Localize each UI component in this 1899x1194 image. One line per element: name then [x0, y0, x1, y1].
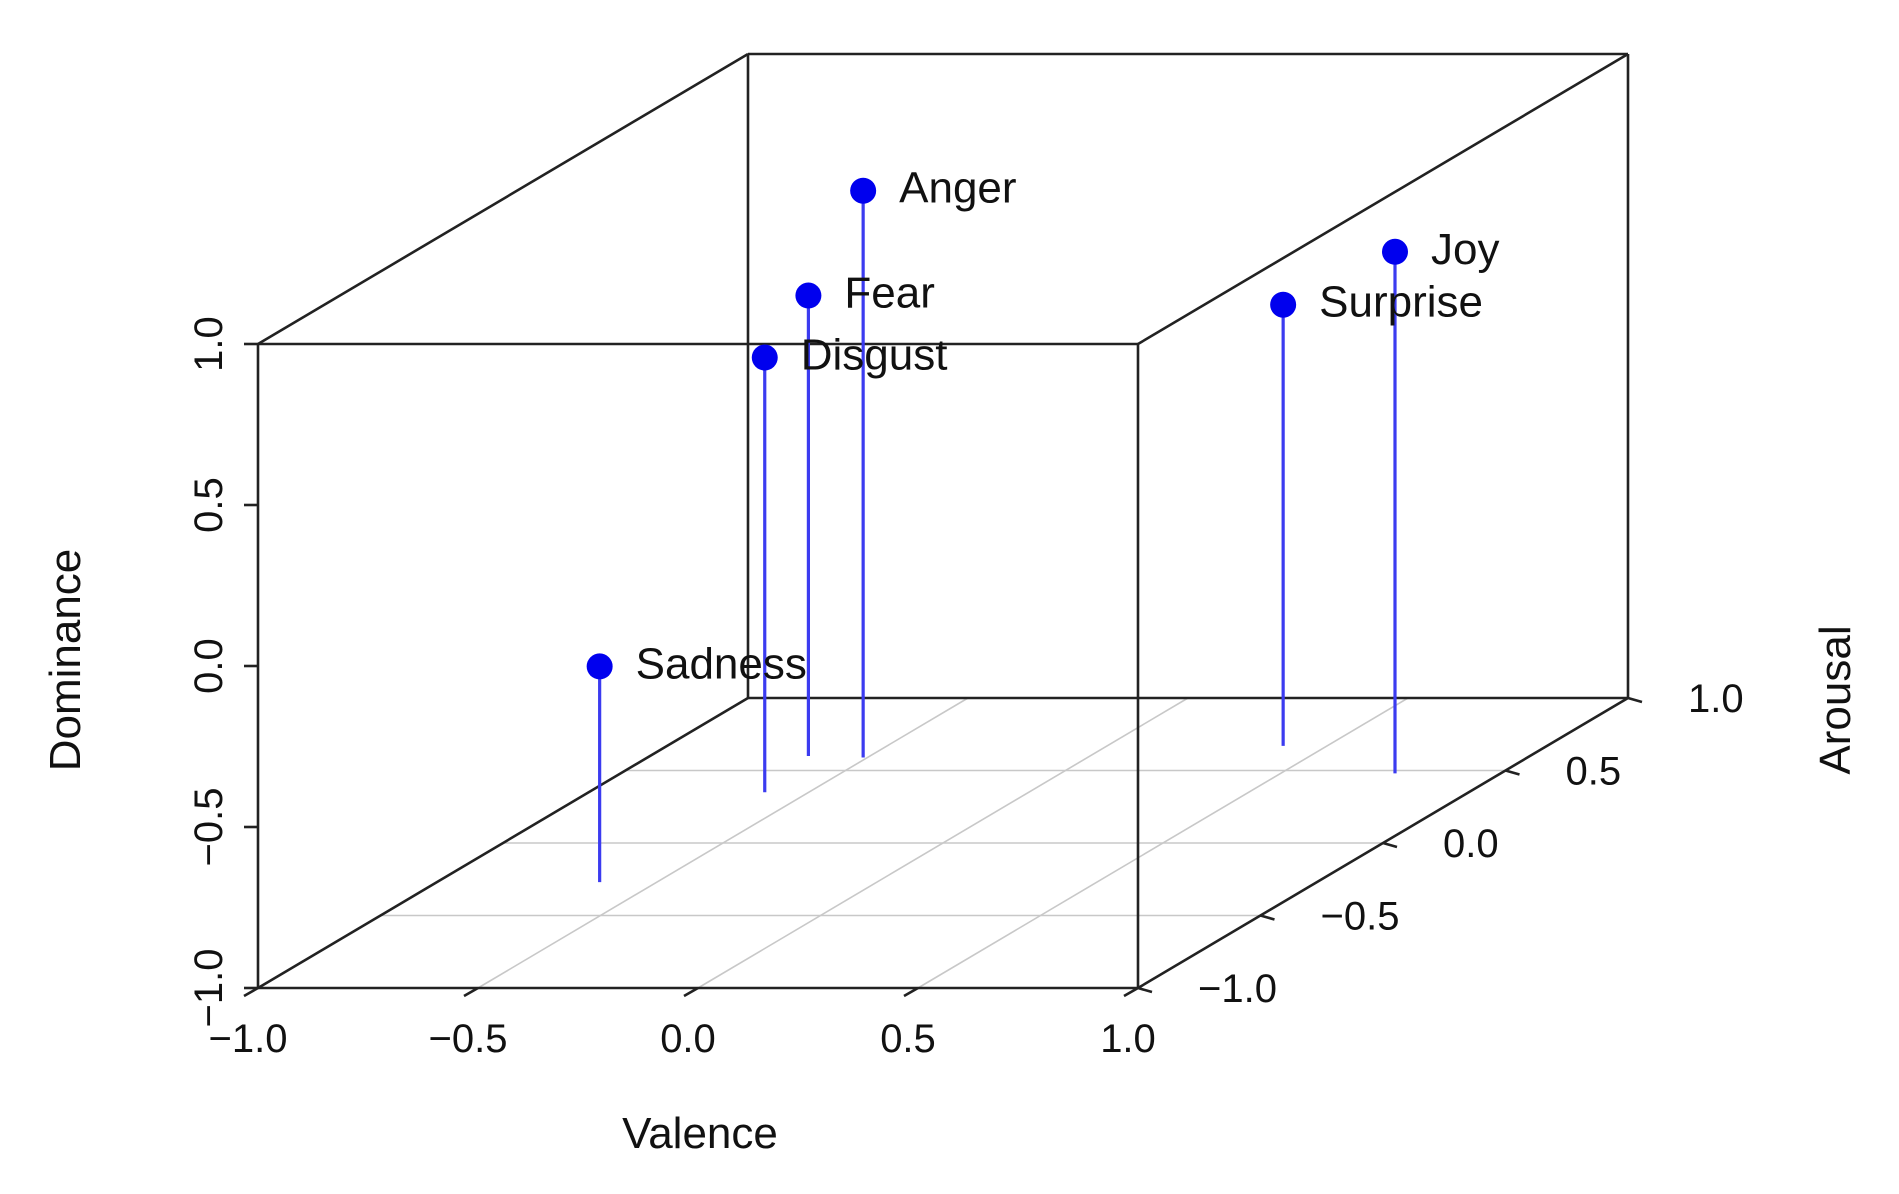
- point-label-surprise: Surprise: [1319, 278, 1483, 327]
- y-axis-title: Arousal: [1811, 625, 1860, 774]
- point-sadness: [586, 653, 613, 680]
- x-tick-label-1: −0.5: [429, 1017, 508, 1061]
- y-tick-label-1: −0.5: [1321, 895, 1400, 939]
- x-tick-mark-3: [903, 986, 919, 998]
- axis-ticks: −1.0 −0.5 0.0 0.5 1.0 −1.0 −0.5 0.0 0.5 1.0 −1.0 −0…: [187, 316, 1744, 1061]
- point-label-disgust: Disgust: [801, 331, 948, 380]
- x-tick-label-2: 0.0: [660, 1017, 716, 1061]
- y-tick-mark-3: [1505, 769, 1520, 776]
- z-tick-label-3: 0.5: [187, 477, 231, 533]
- z-tick-label-0: −1.0: [187, 949, 231, 1028]
- y-tick-label-4: 1.0: [1688, 677, 1744, 721]
- z-axis-title: Dominance: [41, 549, 90, 772]
- point-label-sadness: Sadness: [636, 639, 807, 688]
- point-joy: [1382, 238, 1408, 265]
- point-anger: [850, 177, 877, 204]
- x-tick-mark-1: [463, 986, 479, 998]
- x-tick-mark-0: [243, 986, 259, 998]
- point-surprise: [1270, 291, 1297, 318]
- x-tick-label-3: 0.5: [880, 1017, 936, 1061]
- point-label-anger: Anger: [899, 164, 1016, 213]
- z-tick-label-4: 1.0: [187, 316, 231, 372]
- data-points: [586, 177, 1408, 680]
- z-tick-label-1: −0.5: [187, 788, 231, 867]
- y-tick-mark-0: [1137, 986, 1153, 994]
- point-label-fear: Fear: [844, 269, 934, 318]
- y-tick-mark-4: [1627, 696, 1643, 704]
- box-edge-10: [257, 52, 749, 346]
- y-tick-label-3: 0.5: [1566, 750, 1622, 794]
- x-axis-title: Valence: [622, 1109, 778, 1158]
- point-fear: [795, 282, 822, 309]
- x-tick-mark-4: [1123, 986, 1139, 998]
- box-edge-11: [1137, 52, 1629, 346]
- box-edge-8: [257, 696, 749, 990]
- x-tick-label-4: 1.0: [1100, 1017, 1156, 1061]
- x-tick-mark-2: [683, 986, 699, 998]
- x-tick-label-0: −1.0: [209, 1017, 288, 1061]
- plot-box: [256, 52, 1630, 990]
- y-tick-mark-1: [1260, 914, 1275, 921]
- point-disgust: [751, 344, 778, 371]
- z-tick-label-2: 0.0: [187, 638, 231, 694]
- floor-grid: [380, 697, 1506, 989]
- y-tick-mark-2: [1382, 841, 1398, 849]
- y-tick-label-0: −1.0: [1198, 967, 1277, 1011]
- point-label-joy: Joy: [1431, 225, 1499, 274]
- drop-lines: [598, 190, 1397, 883]
- y-tick-label-2: 0.0: [1443, 822, 1499, 866]
